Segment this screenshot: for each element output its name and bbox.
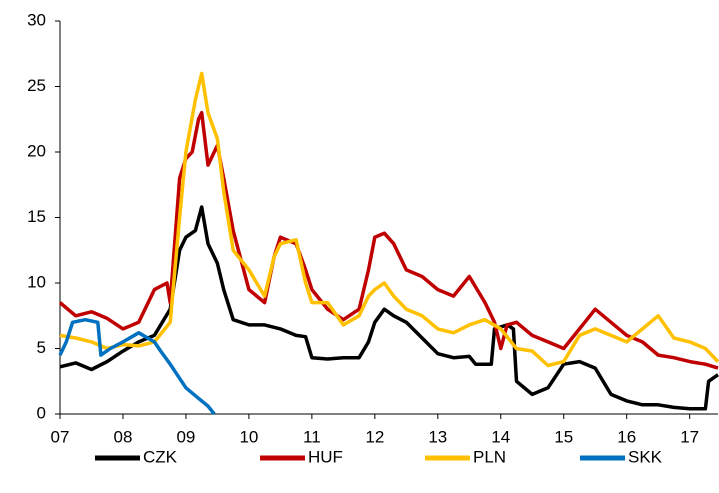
legend-label: PLN <box>473 447 506 466</box>
line-series <box>58 317 216 416</box>
x-tick-label: 11 <box>303 427 321 446</box>
legend-label: HUF <box>308 447 343 466</box>
x-tick-label: 15 <box>554 427 573 446</box>
x-tick-label: 08 <box>114 427 133 446</box>
x-tick-label: 17 <box>680 427 699 446</box>
y-tick-label: 30 <box>27 10 46 29</box>
legend-label: SKK <box>628 447 663 466</box>
x-tick-label: 10 <box>239 427 258 446</box>
y-tick-label: 20 <box>27 141 46 160</box>
y-tick-label: 5 <box>37 338 46 357</box>
y-tick-label: 10 <box>27 272 46 291</box>
x-tick-label: 13 <box>428 427 447 446</box>
x-tick-label: 12 <box>365 427 384 446</box>
y-tick-label: 25 <box>27 76 46 95</box>
legend-label: CZK <box>143 447 178 466</box>
y-tick-label: 15 <box>27 207 46 226</box>
x-tick-label: 16 <box>617 427 636 446</box>
x-tick-label: 07 <box>51 427 70 446</box>
line-series <box>58 110 719 370</box>
line-series <box>59 205 719 411</box>
line-series <box>59 71 719 368</box>
x-tick-label: 09 <box>176 427 195 446</box>
x-tick-label: 14 <box>491 427 510 446</box>
y-tick-label: 0 <box>37 403 46 422</box>
